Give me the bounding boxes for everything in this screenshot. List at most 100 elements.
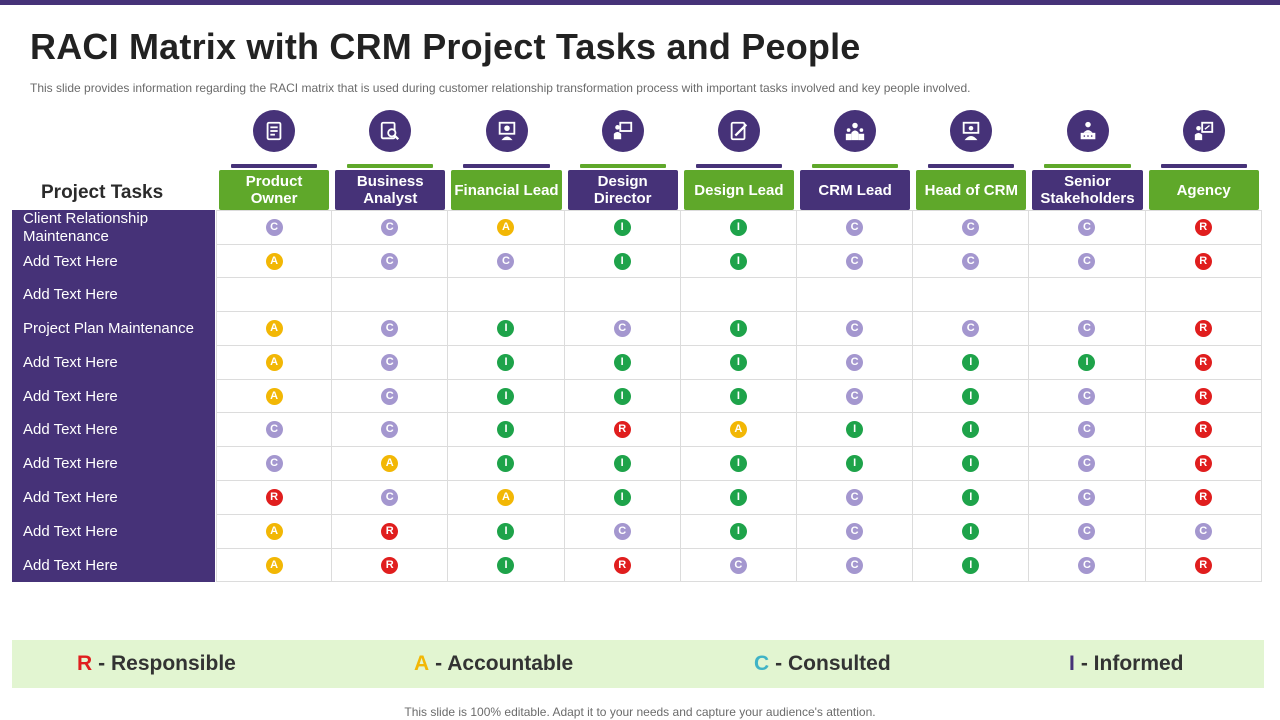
matrix-cell: C xyxy=(564,515,681,549)
raci-badge: A xyxy=(265,354,283,371)
matrix-cell xyxy=(913,278,1030,312)
matrix-cell: C xyxy=(797,481,914,515)
project-tasks-heading: Project Tasks xyxy=(41,182,164,203)
role-header-accent xyxy=(347,164,434,168)
raci-badge: R xyxy=(613,556,631,574)
matrix-cell: I xyxy=(797,447,914,481)
raci-badge: C xyxy=(846,489,864,506)
matrix-cell: I xyxy=(564,481,681,515)
matrix-cell xyxy=(216,278,333,312)
raci-badge: C xyxy=(1078,556,1096,574)
document-list-icon xyxy=(253,110,296,152)
raci-badge: C xyxy=(497,252,515,270)
role-header-accent xyxy=(1044,164,1131,168)
raci-badge: R xyxy=(1194,421,1212,438)
raci-badge: I xyxy=(1078,354,1096,371)
raci-badge: C xyxy=(1078,219,1096,236)
matrix-cell: A xyxy=(332,447,449,481)
raci-badge: C xyxy=(613,523,631,540)
raci-badge: A xyxy=(497,489,515,506)
pencil-design-icon xyxy=(717,110,760,152)
matrix-cell: C xyxy=(1029,413,1146,447)
raci-badge: R xyxy=(1194,387,1212,405)
matrix-cell: I xyxy=(448,380,565,413)
raci-badge: C xyxy=(1078,421,1096,438)
task-column: Client Relationship Maintenance Add Text … xyxy=(12,210,215,582)
raci-badge: I xyxy=(962,387,980,405)
raci-badge: I xyxy=(729,320,747,337)
matrix-cell: I xyxy=(448,413,565,447)
raci-badge: R xyxy=(381,523,399,540)
raci-badge: R xyxy=(1194,354,1212,371)
role-header-label: Business Analyst xyxy=(335,170,446,210)
matrix-cell: R xyxy=(564,549,681,582)
raci-badge: R xyxy=(613,421,631,438)
raci-badge: I xyxy=(962,455,980,472)
matrix-cell: I xyxy=(680,245,797,278)
matrix-cell: R xyxy=(332,549,449,582)
task-label: Client Relationship Maintenance xyxy=(23,209,149,245)
raci-badge: R xyxy=(265,489,283,506)
raci-badge: I xyxy=(497,556,515,574)
task-label: Add Text Here xyxy=(23,455,118,472)
role-header-accent xyxy=(231,164,318,168)
task-label: Project Plan Maintenance xyxy=(23,320,194,337)
raci-badge: A xyxy=(265,252,283,270)
task-label: Add Text Here xyxy=(23,354,118,371)
raci-badge: C xyxy=(962,320,980,337)
raci-badge: I xyxy=(729,455,747,472)
raci-badge: R xyxy=(1194,489,1212,506)
raci-badge: I xyxy=(613,455,631,472)
raci-badge: C xyxy=(846,556,864,574)
matrix-cell: A xyxy=(216,380,333,413)
matrix-cell: C xyxy=(216,210,333,245)
role-header-accent xyxy=(812,164,899,168)
legend-item: R- Responsible xyxy=(77,640,236,688)
matrix-cell: I xyxy=(680,210,797,245)
role-header-label: Design Director xyxy=(567,170,678,210)
raci-badge: I xyxy=(613,219,631,236)
raci-badge: C xyxy=(729,556,747,574)
raci-badge: C xyxy=(381,354,399,371)
finance-person-icon xyxy=(485,110,528,152)
matrix-cell: C xyxy=(680,549,797,582)
matrix-cell: I xyxy=(564,346,681,380)
matrix-cell: I xyxy=(448,447,565,481)
matrix-cell: C xyxy=(797,549,914,582)
raci-badge: I xyxy=(613,489,631,506)
matrix-cell: C xyxy=(216,413,333,447)
raci-badge: C xyxy=(1078,455,1096,472)
matrix-cell: A xyxy=(448,210,565,245)
matrix-cell: R xyxy=(216,481,333,515)
matrix-cell: A xyxy=(216,515,333,549)
role-header-label: Senior Stakeholders xyxy=(1032,170,1143,210)
matrix-cell: C xyxy=(1029,245,1146,278)
role-header-label: CRM Lead xyxy=(800,170,911,210)
raci-badge: R xyxy=(1194,556,1212,574)
raci-badge: I xyxy=(729,387,747,405)
matrix-cell: C xyxy=(1145,515,1262,549)
matrix-cell: C xyxy=(216,447,333,481)
raci-badge: C xyxy=(846,354,864,371)
raci-badge: C xyxy=(962,219,980,236)
raci-badge: I xyxy=(729,252,747,270)
matrix-cell: A xyxy=(216,245,333,278)
matrix-cell xyxy=(680,278,797,312)
legend-text: - Informed xyxy=(1080,652,1184,675)
raci-badge: C xyxy=(381,387,399,405)
raci-badge: A xyxy=(265,320,283,337)
raci-badge: I xyxy=(962,523,980,540)
task-label: Add Text Here xyxy=(23,387,118,405)
role-header: Senior Stakeholders xyxy=(1029,164,1145,210)
matrix-cell: C xyxy=(797,515,914,549)
raci-badge: I xyxy=(846,421,864,438)
role-header-label: Product Owner xyxy=(219,170,330,210)
raci-badge: I xyxy=(613,354,631,371)
team-leader-icon xyxy=(834,110,877,152)
raci-badge: I xyxy=(962,421,980,438)
matrix-cell: I xyxy=(680,380,797,413)
matrix-cell: I xyxy=(680,346,797,380)
role-header-accent xyxy=(928,164,1015,168)
legend-letter: R xyxy=(77,652,93,675)
page-subtitle: This slide provides information regardin… xyxy=(30,81,971,95)
